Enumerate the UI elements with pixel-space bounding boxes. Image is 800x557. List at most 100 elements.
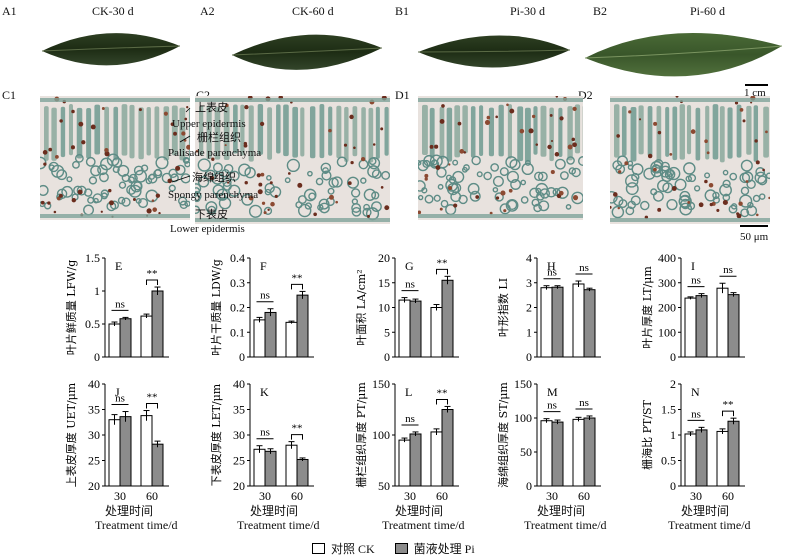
label-spongy-en: Spongy parenchyma bbox=[168, 189, 259, 201]
xlabel-cn-j: 处理时间 bbox=[105, 504, 154, 518]
sig-label: ns bbox=[547, 267, 557, 279]
bar-pi-60 bbox=[441, 409, 454, 487]
bar-ck-30 bbox=[253, 448, 266, 487]
panel-letter-c1: C1 bbox=[2, 88, 17, 102]
y-tick-label: 5 bbox=[384, 325, 390, 339]
bar-pi-30 bbox=[551, 421, 564, 487]
chart-g: 0 5 10 15 20 G 叶面积 LA/cm² ns ** bbox=[355, 251, 459, 364]
sig-bracket bbox=[146, 279, 158, 286]
xlabel-en-m: Treatment time/d bbox=[524, 518, 607, 532]
bar-ck-30 bbox=[540, 420, 553, 487]
chart-l: 50 100 150 L 栅栏组织厚度 PT/μm ns 30 ** 60 bbox=[354, 377, 459, 503]
micrograph-d2 bbox=[610, 96, 770, 224]
bar-ck-60 bbox=[430, 431, 443, 487]
bar-ck-60 bbox=[572, 283, 585, 358]
xlabel-en-j: Treatment time/d bbox=[95, 518, 178, 532]
y-tick-label: 0.5 bbox=[661, 454, 676, 468]
bar-pi-30 bbox=[119, 318, 132, 358]
y-tick-label: 25 bbox=[88, 454, 100, 468]
sig-label: ** bbox=[437, 257, 448, 269]
leaf-label-ck30: CK-30 d bbox=[92, 4, 134, 18]
y-tick-label: 10 bbox=[378, 301, 390, 315]
y-tick-label: 40 bbox=[88, 377, 100, 391]
y-tick-label: 0.5 bbox=[85, 317, 100, 331]
y-tick-label: 0.2 bbox=[230, 301, 245, 315]
bar-ck-30 bbox=[684, 433, 697, 487]
y-tick-label: 50 bbox=[378, 479, 390, 493]
y-tick-label: 20 bbox=[233, 479, 245, 493]
y-tick-label: 0 bbox=[384, 350, 390, 364]
bar-ck-30 bbox=[108, 419, 121, 487]
bar-pi-60 bbox=[151, 290, 164, 358]
sig-bracket bbox=[291, 434, 303, 440]
leaf-label-ck60: CK-60 d bbox=[292, 4, 334, 18]
bar-pi-30 bbox=[409, 433, 422, 487]
micro-scale-label: 50 μm bbox=[740, 231, 769, 243]
micrograph-c1 bbox=[40, 96, 190, 220]
x-tick-label: 30 bbox=[546, 489, 558, 503]
y-axis-label: 叶面积 LA/cm² bbox=[355, 269, 368, 345]
y-tick-label: 2 bbox=[670, 377, 676, 391]
sig-label: ns bbox=[723, 264, 733, 276]
x-tick-label: 60 bbox=[291, 489, 303, 503]
y-tick-label: 0 bbox=[526, 350, 532, 364]
legend: 对照 CK 菌液处理 Pi bbox=[312, 540, 475, 557]
sig-label: ns bbox=[405, 279, 415, 291]
label-lower-en: Lower epidermis bbox=[170, 223, 245, 235]
label-spongy-cn: 海绵组织 bbox=[192, 172, 236, 184]
x-tick-label: 30 bbox=[690, 489, 702, 503]
y-tick-label: 150 bbox=[514, 377, 532, 391]
bar-pi-30 bbox=[695, 295, 708, 358]
y-tick-label: 20 bbox=[88, 479, 100, 493]
leaf-label-pi60: Pi-60 d bbox=[690, 4, 726, 18]
xlabel-cn-m: 处理时间 bbox=[537, 504, 586, 518]
y-tick-label: 3 bbox=[526, 276, 532, 290]
sig-label: ** bbox=[437, 387, 448, 399]
y-tick-label: 35 bbox=[88, 403, 100, 417]
y-tick-label: 50 bbox=[520, 445, 532, 459]
label-upper-cn: 上表皮 bbox=[195, 102, 228, 114]
y-tick-label: 0 bbox=[670, 479, 676, 493]
bar-pi-60 bbox=[727, 294, 740, 358]
y-tick-label: 150 bbox=[372, 377, 390, 391]
sig-label: ** bbox=[723, 399, 734, 411]
panel-letter: E bbox=[115, 259, 122, 273]
sig-label: ns bbox=[405, 413, 415, 425]
x-tick-label: 60 bbox=[436, 489, 448, 503]
sig-label: ** bbox=[292, 423, 303, 435]
y-tick-label: 1 bbox=[670, 428, 676, 442]
y-tick-label: 30 bbox=[88, 428, 100, 442]
y-tick-label: 25 bbox=[233, 454, 245, 468]
y-tick-label: 0 bbox=[239, 350, 245, 364]
y-axis-label: 栅海比 PT/ST bbox=[640, 399, 654, 469]
label-palisade-cn: 栅栏组织 bbox=[197, 132, 241, 144]
label-lower-cn: 下表皮 bbox=[195, 209, 228, 221]
xlabel-en-k: Treatment time/d bbox=[237, 518, 320, 532]
y-tick-label: 300 bbox=[658, 276, 676, 290]
sig-label: ** bbox=[292, 272, 303, 284]
bar-ck-60 bbox=[140, 315, 153, 358]
leaf-label-pi30: Pi-30 d bbox=[510, 4, 546, 18]
sig-label: ns bbox=[579, 397, 589, 409]
panel-letter: H bbox=[547, 259, 556, 273]
chart-m: 0 50 100 150 M 海绵组织厚度 ST/μm ns 30 ns 60 bbox=[496, 377, 601, 503]
legend-swatch-pi bbox=[394, 543, 408, 554]
sig-label: ** bbox=[147, 268, 158, 280]
y-axis-label: 叶形指数 LI bbox=[496, 278, 510, 337]
panel-letter-d1: D1 bbox=[395, 88, 410, 102]
xlabel-cn-n: 处理时间 bbox=[681, 504, 730, 518]
sig-bracket bbox=[291, 283, 303, 290]
sig-label: ns bbox=[691, 275, 701, 287]
xlabel-en-n: Treatment time/d bbox=[668, 518, 751, 532]
panel-letter: L bbox=[405, 385, 412, 399]
bar-pi-30 bbox=[409, 300, 422, 358]
bar-ck-60 bbox=[140, 415, 153, 487]
x-tick-label: 30 bbox=[259, 489, 271, 503]
y-tick-label: 30 bbox=[233, 428, 245, 442]
leaf-pi30 bbox=[417, 35, 571, 68]
sig-bracket bbox=[436, 268, 448, 275]
panel-letter: J bbox=[115, 385, 120, 399]
bar-ck-60 bbox=[572, 418, 585, 487]
